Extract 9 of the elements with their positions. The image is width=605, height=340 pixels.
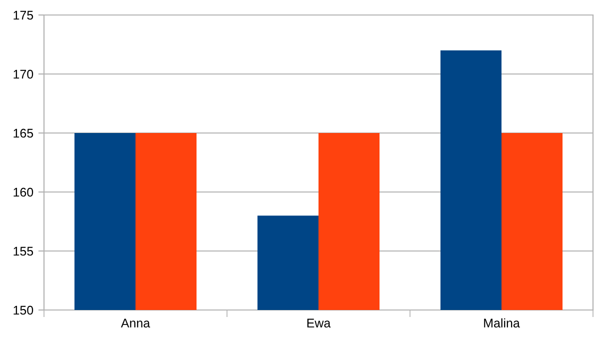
x-tick-label: Malina	[484, 318, 520, 328]
y-tick-label: 155	[14, 246, 34, 256]
x-tick-label: Ewa	[307, 318, 331, 328]
y-tick-label: 150	[14, 306, 34, 315]
y-tick-label: 170	[14, 70, 34, 79]
y-tick-label: 160	[14, 188, 34, 197]
y-tick-label: 165	[14, 128, 34, 138]
y-tick-label: 175	[14, 10, 34, 20]
x-tick-label: Anna	[120, 318, 150, 328]
